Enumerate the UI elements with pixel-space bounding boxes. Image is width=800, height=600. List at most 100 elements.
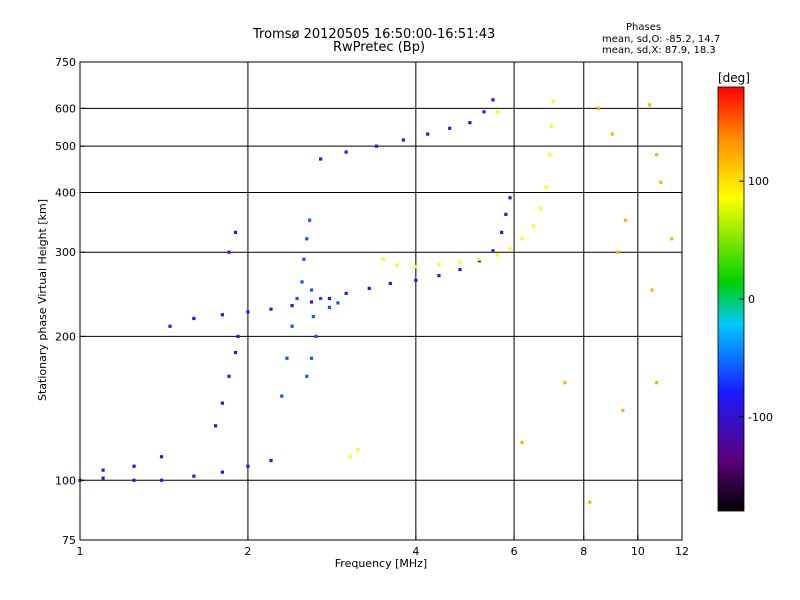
data-point	[401, 138, 406, 142]
data-point	[159, 455, 164, 459]
data-point	[336, 301, 340, 305]
data-point	[367, 286, 371, 291]
data-point	[508, 247, 512, 251]
data-point	[504, 212, 508, 216]
data-point	[491, 249, 495, 253]
data-point	[495, 253, 499, 257]
data-point	[500, 230, 504, 235]
phases-title: Phases	[626, 22, 662, 33]
colorbar-ticks: 100 0 -100	[739, 175, 773, 424]
data-point	[623, 218, 628, 222]
data-point	[426, 132, 430, 136]
data-point	[596, 106, 601, 110]
data-point	[280, 394, 284, 398]
data-point	[309, 356, 314, 360]
y-tick-label: 750	[55, 56, 76, 69]
data-point	[356, 447, 360, 452]
phases-o-mode: mean, sd,O: -85.2, 14.7	[602, 34, 721, 45]
data-point	[344, 150, 348, 154]
data-point	[588, 500, 592, 504]
data-point	[302, 257, 306, 261]
data-point	[269, 307, 273, 311]
data-point	[616, 250, 620, 254]
data-point	[319, 296, 323, 301]
data-point	[563, 381, 567, 385]
data-point	[477, 257, 482, 261]
data-point	[414, 264, 418, 269]
x-tick-label: 8	[580, 545, 587, 558]
data-point	[654, 153, 659, 157]
y-tick-label: 600	[55, 102, 76, 115]
data-point	[654, 381, 659, 385]
data-point	[458, 260, 462, 264]
data-point	[290, 303, 294, 308]
colorbar-tick-label: 0	[748, 293, 755, 306]
grid-lines	[80, 62, 682, 540]
data-point	[192, 474, 196, 478]
data-point	[236, 334, 240, 338]
data-point	[233, 350, 238, 355]
data-point	[220, 470, 224, 474]
data-point	[132, 478, 136, 482]
data-point	[548, 153, 552, 157]
x-axis-label: Frequency [MHz]	[335, 557, 427, 570]
x-ticks: 1 2 4 6 8 10 12	[77, 535, 689, 558]
data-point	[132, 464, 136, 468]
data-point	[300, 280, 304, 284]
data-point	[168, 324, 172, 328]
data-point	[610, 132, 614, 136]
data-point	[414, 278, 418, 282]
data-point	[395, 263, 399, 267]
data-point	[388, 281, 392, 286]
data-point	[348, 455, 352, 459]
data-point	[508, 196, 512, 200]
data-point	[381, 257, 386, 261]
data-point	[309, 288, 314, 292]
data-point	[327, 296, 332, 301]
y-tick-label: 500	[55, 140, 76, 153]
data-point	[246, 310, 250, 314]
y-tick-label: 400	[55, 186, 76, 199]
data-point	[269, 458, 273, 463]
data-point	[621, 408, 625, 413]
data-point	[495, 110, 499, 114]
x-tick-label: 2	[244, 545, 251, 558]
data-point	[437, 262, 441, 266]
data-point	[305, 374, 309, 378]
data-point	[551, 99, 555, 104]
data-point	[491, 98, 495, 102]
data-point	[295, 296, 299, 301]
colorbar-tick-label: -100	[748, 411, 773, 424]
data-point	[308, 218, 312, 222]
data-point	[327, 305, 332, 309]
data-point	[319, 157, 323, 161]
x-tick-label: 1	[77, 545, 84, 558]
plot-area	[79, 61, 683, 541]
data-point	[374, 144, 379, 148]
colorbar-label: [deg]	[718, 71, 750, 85]
data-point	[458, 267, 462, 272]
data-point	[531, 224, 536, 228]
data-point	[437, 274, 441, 278]
y-axis-label: Stationary phase Virtual Height [km]	[36, 199, 49, 401]
y-ticks: 75 100 200 300 400 500 600 750	[55, 56, 85, 547]
x-tick-label: 6	[511, 545, 518, 558]
data-point	[650, 288, 654, 292]
data-point	[311, 315, 315, 319]
data-point	[520, 237, 524, 241]
y-tick-label: 300	[55, 246, 76, 259]
data-point	[213, 424, 218, 428]
data-point	[305, 237, 309, 241]
data-point	[544, 185, 548, 189]
data-point	[101, 476, 105, 480]
data-point	[482, 110, 486, 114]
data-point	[246, 464, 250, 468]
data-point	[220, 313, 224, 317]
phases-x-mode: mean, sd,X: 87.9, 18.3	[602, 45, 716, 56]
data-point	[448, 126, 452, 130]
y-tick-label: 200	[55, 330, 76, 343]
data-point	[290, 324, 294, 328]
colorbar-tick-label: 100	[748, 175, 769, 188]
data-point	[285, 356, 289, 360]
